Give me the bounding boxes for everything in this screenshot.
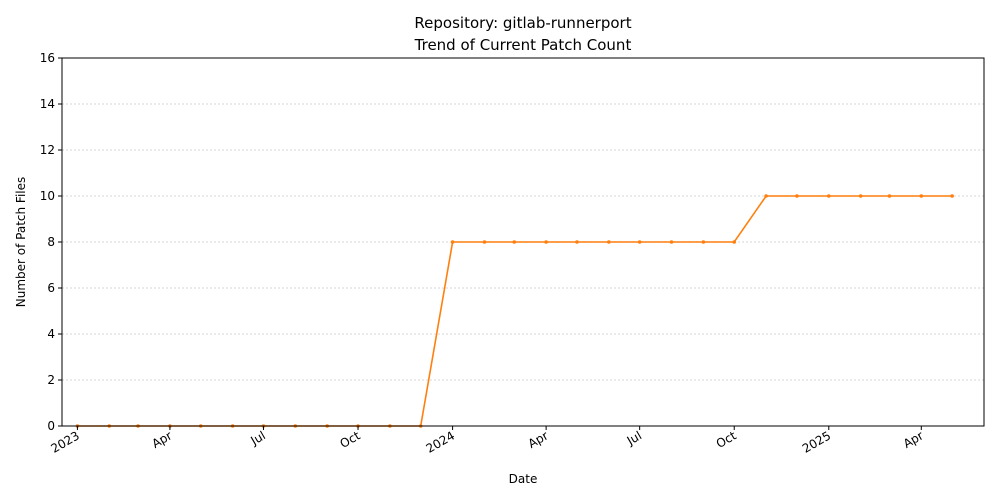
x-axis-label: Date <box>509 472 538 486</box>
data-point <box>887 194 892 198</box>
data-point <box>764 194 768 198</box>
data-point <box>450 240 455 244</box>
data-point <box>732 240 737 244</box>
y-tick-label: 6 <box>47 281 55 295</box>
data-point <box>637 240 642 244</box>
data-point <box>482 240 487 244</box>
data-point <box>795 194 799 198</box>
y-tick-label: 14 <box>40 97 55 111</box>
data-point <box>701 240 706 244</box>
y-tick-label: 8 <box>47 235 55 249</box>
data-point <box>575 240 579 244</box>
y-tick-label: 12 <box>40 143 55 157</box>
y-tick-label: 16 <box>40 51 55 65</box>
data-point <box>544 240 548 244</box>
y-tick-label: 10 <box>40 189 55 203</box>
chart-title-line1: Repository: gitlab-runnerport <box>414 14 631 32</box>
y-tick-label: 4 <box>47 327 55 341</box>
series-layer <box>75 194 954 428</box>
y-tick-label: 0 <box>47 419 55 433</box>
x-tick-label: 2024 <box>424 428 457 455</box>
chart-title-line2: Trend of Current Patch Count <box>414 36 632 54</box>
x-tick-label: Apr <box>149 428 174 451</box>
x-tick-label: Oct <box>714 428 739 451</box>
data-point <box>950 194 954 198</box>
x-tick-label: Jul <box>624 428 644 448</box>
data-point <box>919 194 924 198</box>
x-axis-ticks: 2023 Apr Jul Oct 2024 Apr Jul Oct 2025 Apr <box>48 426 926 456</box>
data-point <box>607 240 611 244</box>
y-axis-label: Number of Patch Files <box>14 177 28 308</box>
y-axis-ticks: 0 2 4 6 8 10 12 14 16 <box>40 51 62 433</box>
grid-lines <box>62 103 984 381</box>
series-line <box>77 195 953 427</box>
data-point <box>669 240 674 244</box>
x-tick-label: Oct <box>338 428 363 451</box>
x-tick-label: Apr <box>526 428 551 451</box>
x-tick-label: Apr <box>901 428 926 451</box>
data-point <box>826 194 831 198</box>
x-tick-label: 2025 <box>800 428 833 455</box>
x-tick-label: Jul <box>248 428 268 448</box>
data-point <box>858 194 863 198</box>
data-point <box>512 240 517 244</box>
y-tick-label: 2 <box>47 373 55 387</box>
